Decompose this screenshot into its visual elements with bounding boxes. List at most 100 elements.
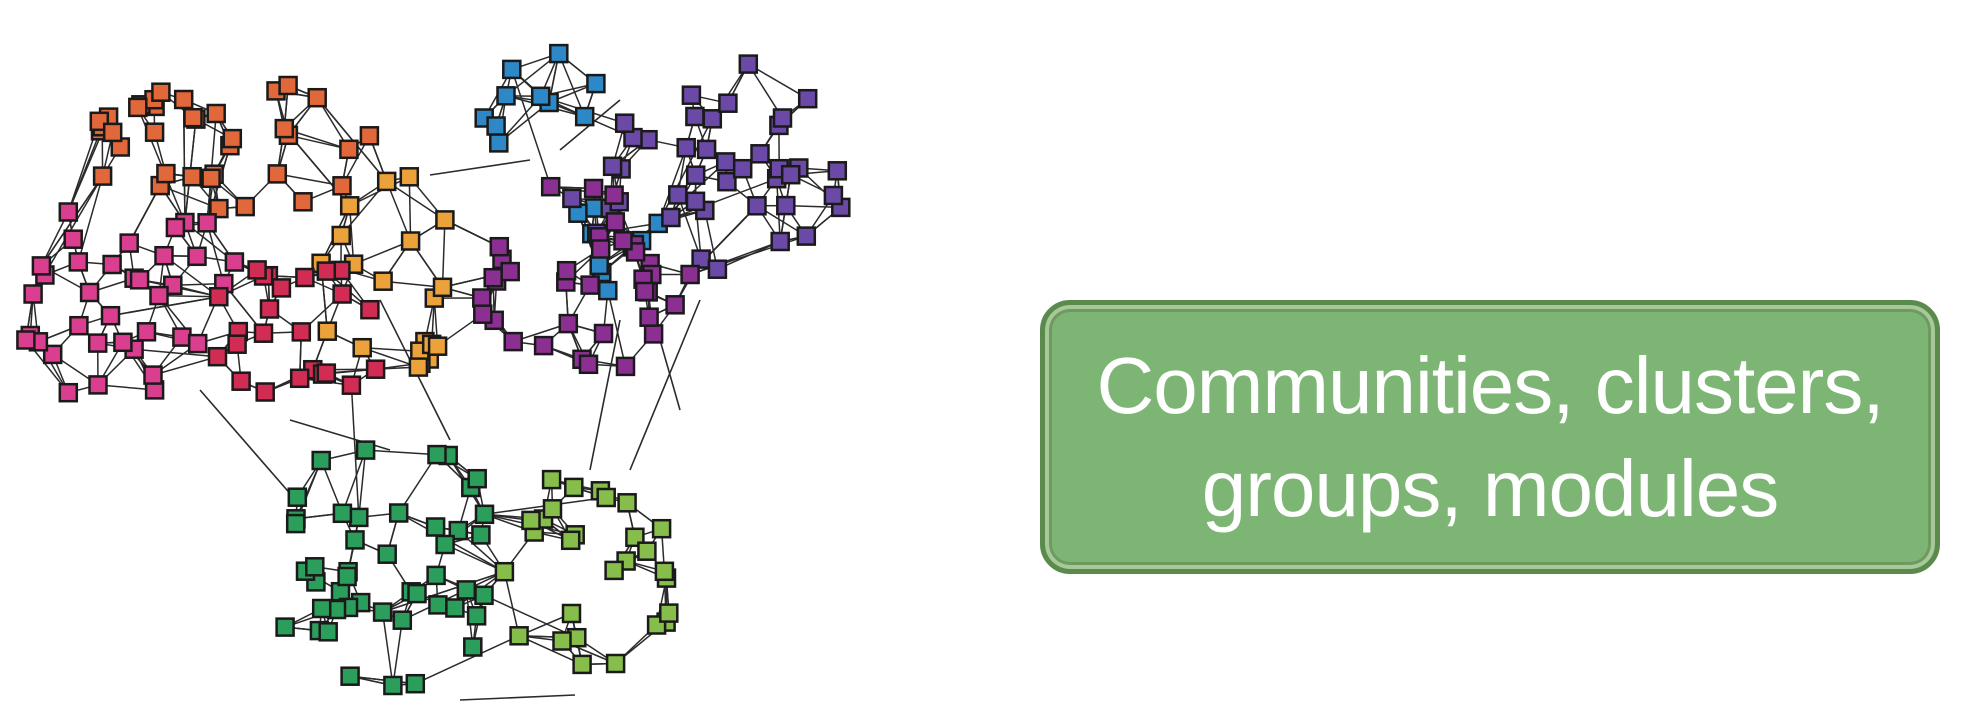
network-node-purple [719, 95, 736, 112]
network-node-orange [94, 168, 111, 185]
network-node-blue [498, 87, 515, 104]
network-node-green [289, 489, 306, 506]
network-node-green [407, 675, 424, 692]
network-node-yellow [319, 323, 336, 340]
network-node-orange [309, 89, 326, 106]
network-node-purple [709, 261, 726, 278]
network-node-orange [184, 168, 201, 185]
network-node-crimson [233, 373, 250, 390]
network-node-crimson [318, 365, 335, 382]
network-node-orange [334, 177, 351, 194]
network-node-orange [185, 109, 202, 126]
network-node-magenta [606, 187, 623, 204]
network-node-purple [683, 87, 700, 104]
network-node-green [342, 668, 359, 685]
network-node-crimson [257, 384, 274, 401]
network-node-purple [777, 197, 794, 214]
network-node-green [320, 623, 337, 640]
network-node-green [394, 612, 411, 629]
network-node-green [476, 587, 493, 604]
network-node-magenta [558, 262, 575, 279]
network-node-purple [772, 233, 789, 250]
network-node-magenta [636, 283, 653, 300]
network-node-orange [104, 124, 121, 141]
network-node-pink [189, 248, 206, 265]
network-node-magenta [491, 238, 508, 255]
network-nodes [17, 45, 849, 694]
network-node-orange [224, 130, 241, 147]
network-node-pink [131, 271, 148, 288]
network-node-light-green [606, 562, 623, 579]
network-node-light-green [574, 656, 591, 673]
network-node-purple [616, 115, 633, 132]
network-node-green [277, 619, 294, 636]
network-node-green [469, 470, 486, 487]
network-node-pink [17, 332, 34, 349]
network-node-light-green [638, 543, 655, 560]
network-node-purple [774, 110, 791, 127]
network-node-purple [687, 167, 704, 184]
network-node-magenta [667, 296, 684, 313]
network-node-green [313, 600, 330, 617]
network-node-green [429, 596, 446, 613]
network-node-magenta [641, 309, 658, 326]
network-node-purple [563, 190, 580, 207]
network-node-green [350, 509, 367, 526]
network-node-light-green [511, 627, 528, 644]
network-node-yellow [375, 273, 392, 290]
network-node-green [313, 452, 330, 469]
network-node-crimson [293, 323, 310, 340]
network-node-pink [90, 376, 107, 393]
network-node-green [428, 567, 445, 584]
network-node-green [437, 536, 454, 553]
network-node-purple [798, 228, 815, 245]
network-node-green [429, 446, 446, 463]
network-node-green [464, 639, 481, 656]
network-node-pink [121, 235, 138, 252]
network-node-green [384, 677, 401, 694]
network-node-yellow [378, 173, 395, 190]
network-node-yellow [354, 339, 371, 356]
network-node-magenta [607, 213, 624, 230]
network-node-purple [740, 56, 757, 73]
network-edge-bridge [660, 340, 680, 410]
network-node-pink [138, 323, 155, 340]
network-node-purple [749, 197, 766, 214]
network-node-pink [60, 384, 77, 401]
network-node-purple [825, 187, 842, 204]
network-node-magenta [505, 333, 522, 350]
network-node-magenta [615, 232, 632, 249]
network-edge [78, 176, 102, 262]
network-node-yellow [434, 279, 451, 296]
network-edge-bridge [460, 695, 575, 700]
network-node-light-green [656, 563, 673, 580]
network-edge [443, 220, 445, 287]
network-node-pink [104, 256, 121, 273]
network-node-purple [829, 162, 846, 179]
network-node-blue [532, 88, 549, 105]
network-node-light-green [598, 489, 615, 506]
communities-label-text: Communities, clusters, groups, modules [1045, 334, 1935, 540]
network-node-green [357, 442, 374, 459]
network-node-pink [70, 317, 87, 334]
network-node-orange [152, 84, 169, 101]
network-node-crimson [209, 348, 226, 365]
network-node-blue [599, 282, 616, 299]
network-node-purple [799, 90, 816, 107]
network-node-magenta [580, 356, 597, 373]
network-node-pink [226, 254, 243, 271]
network-node-blue [488, 118, 505, 135]
network-node-magenta [645, 325, 662, 342]
network-node-green [427, 519, 444, 536]
network-node-crimson [318, 263, 335, 280]
network-node-yellow [410, 359, 427, 376]
network-edge [366, 450, 437, 455]
network-node-purple [686, 108, 703, 125]
network-node-crimson [361, 301, 378, 318]
network-node-yellow [333, 227, 350, 244]
network-node-purple [752, 145, 769, 162]
network-edge [393, 620, 402, 685]
network-node-pink [114, 334, 131, 351]
network-node-orange [203, 170, 220, 187]
network-node-magenta [585, 180, 602, 197]
